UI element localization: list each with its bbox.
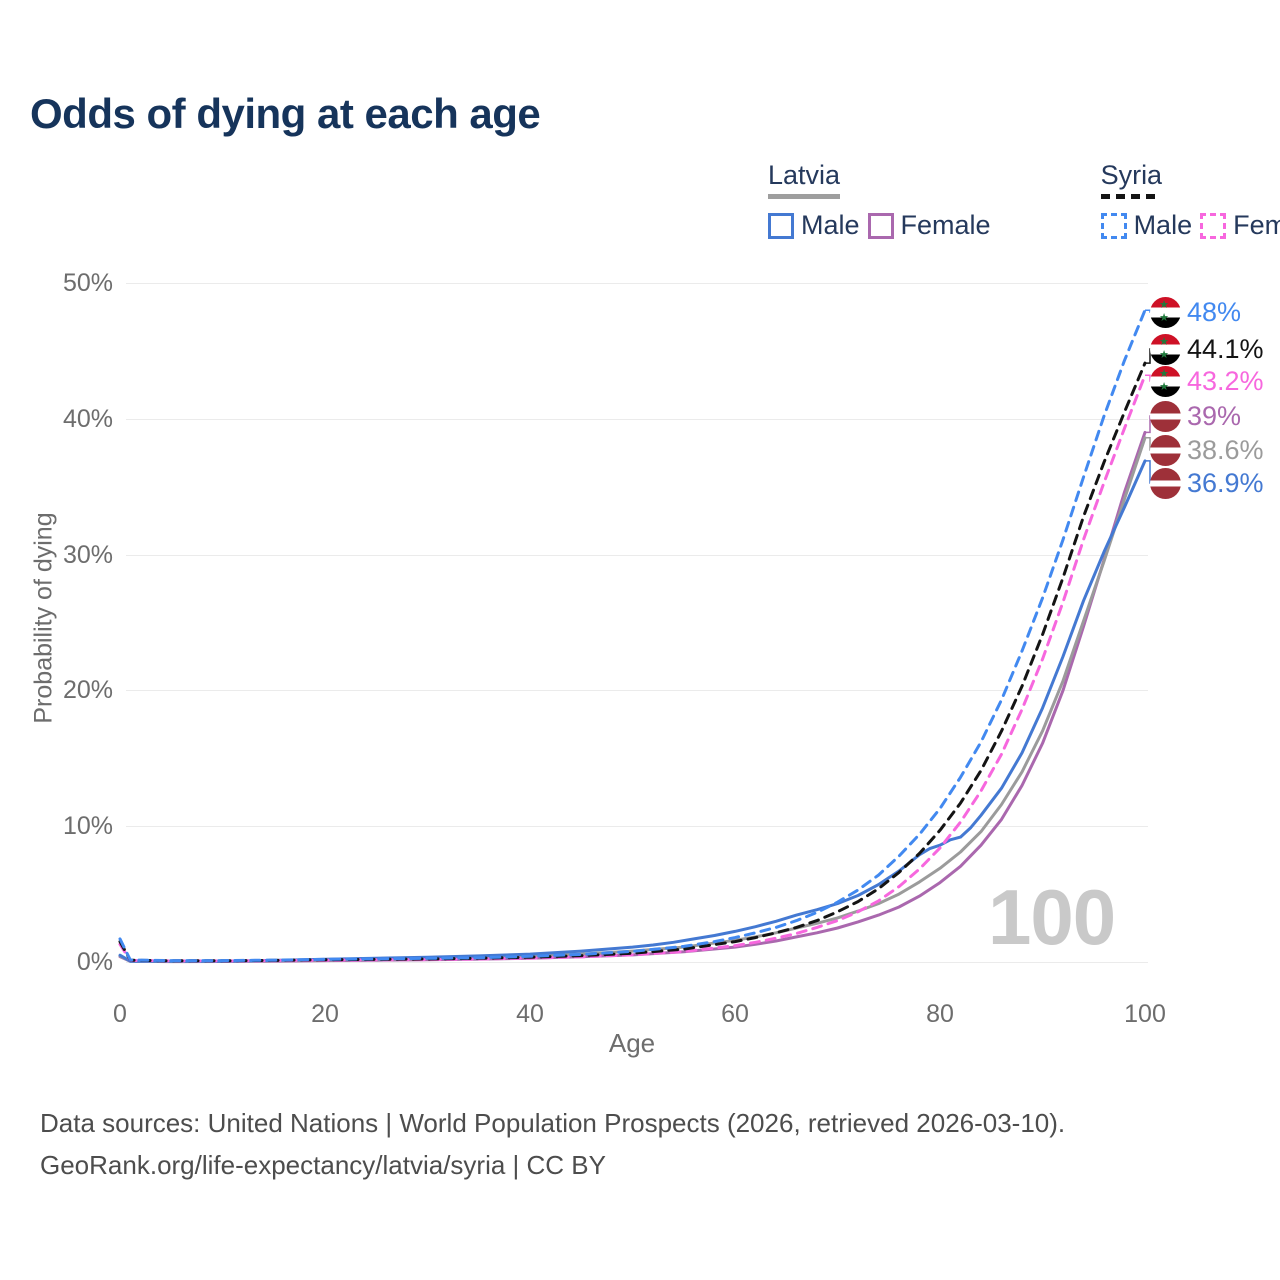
syria-flag-stars: ★ ★ — [1159, 298, 1172, 324]
syria-flag-icon: ★ ★ — [1150, 365, 1181, 397]
data-sources-line: Data sources: United Nations | World Pop… — [40, 1108, 1066, 1138]
series-end-label-row: ★ ★ 43.2% — [1150, 364, 1264, 398]
gridline-30 — [126, 555, 1148, 556]
gridline-10 — [126, 826, 1148, 827]
legend-group-latvia: Latvia Male Female — [768, 160, 991, 241]
legend-label: Female — [900, 210, 991, 240]
legend-item-latvia-female[interactable]: Female — [867, 210, 991, 241]
legend-label: Female — [1233, 210, 1280, 240]
legend-item-syria-female[interactable]: Female — [1200, 210, 1280, 241]
series-end-label-row: 39% — [1150, 399, 1241, 433]
latvia-flag-icon — [1150, 400, 1181, 432]
x-tick-100: 100 — [1124, 1000, 1166, 1028]
latvia-flag-icon — [1150, 434, 1181, 466]
y-tick-0: 0% — [76, 948, 113, 976]
age-watermark: 100 — [988, 873, 1116, 961]
series-line-syria-male — [118, 308, 1147, 963]
gridline-20 — [126, 690, 1148, 691]
y-tick-50: 50% — [62, 269, 113, 297]
series-end-label-row: ★ ★ 44.1% — [1150, 332, 1264, 366]
latvia-female-swatch-icon — [867, 212, 894, 239]
end-value-label: 36.9% — [1187, 467, 1264, 498]
y-tick-10: 10% — [62, 812, 113, 840]
y-tick-30: 30% — [62, 541, 113, 569]
syria-flag-icon: ★ ★ — [1150, 296, 1181, 328]
attribution-line: GeoRank.org/life-expectancy/latvia/syria… — [40, 1150, 606, 1180]
end-value-label: 48% — [1187, 296, 1242, 327]
legend-country-latvia: Latvia — [768, 160, 841, 190]
legend-label: Male — [1133, 210, 1193, 240]
legend: Latvia Male Female Syria — [768, 160, 1280, 241]
y-tick-20: 20% — [62, 676, 113, 704]
syria-female-swatch-icon — [1200, 212, 1227, 239]
legend-item-latvia-male[interactable]: Male — [768, 210, 860, 241]
legend-country-syria: Syria — [1100, 160, 1163, 190]
legend-label: Male — [801, 210, 860, 240]
series-end-label-row: ★ ★ 48% — [1150, 295, 1241, 329]
end-value-label: 39% — [1187, 400, 1242, 431]
x-tick-40: 40 — [516, 1000, 544, 1028]
syria-flag-icon: ★ ★ — [1150, 333, 1181, 365]
page-title: Odds of dying at each age — [30, 90, 541, 137]
x-tick-60: 60 — [721, 1000, 749, 1028]
end-value-label: 38.6% — [1187, 434, 1264, 465]
syria-flag-stars: ★ ★ — [1159, 367, 1172, 393]
latvia-solid-line-key — [768, 194, 840, 199]
gridline-50 — [126, 283, 1148, 284]
end-value-label: 43.2% — [1187, 365, 1264, 396]
syria-male-swatch-icon — [1100, 212, 1127, 239]
gridline-40 — [126, 419, 1148, 420]
end-value-label: 44.1% — [1187, 333, 1264, 364]
legend-group-syria: Syria Male Female — [1100, 160, 1280, 241]
x-axis-title: Age — [608, 1028, 656, 1058]
series-end-label-row: 38.6% — [1150, 433, 1264, 467]
legend-item-syria-male[interactable]: Male — [1100, 210, 1193, 241]
y-tick-40: 40% — [62, 405, 113, 433]
syria-dashed-line-key — [1100, 194, 1159, 199]
latvia-flag-icon — [1150, 467, 1181, 499]
series-end-label-row: 36.9% — [1150, 466, 1264, 500]
x-tick-20: 20 — [311, 1000, 339, 1028]
x-tick-80: 80 — [926, 1000, 954, 1028]
x-tick-0: 0 — [113, 1000, 127, 1028]
y-axis-title: Probability of dying — [29, 512, 58, 724]
syria-flag-stars: ★ ★ — [1159, 335, 1172, 361]
latvia-male-swatch-icon — [768, 212, 794, 239]
